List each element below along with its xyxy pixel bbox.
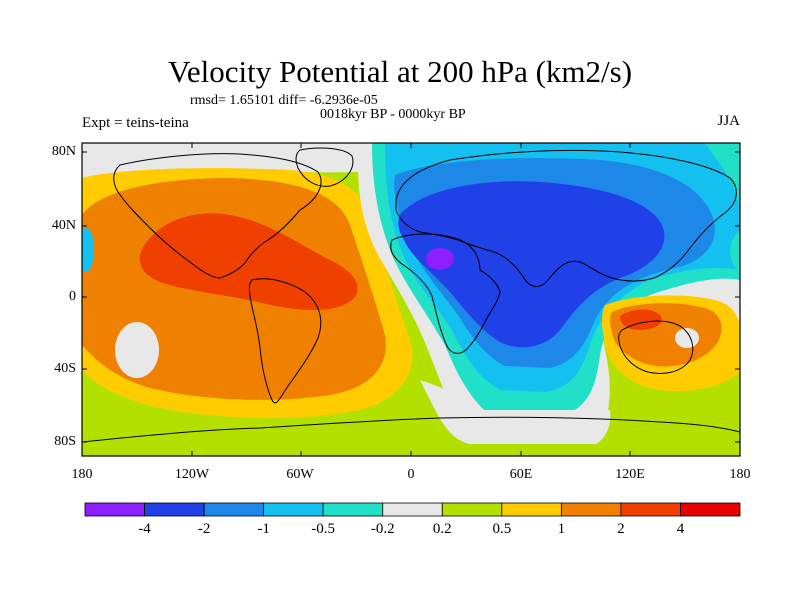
colorbar-label: -2 bbox=[197, 521, 211, 537]
lon-label-120w: 120W bbox=[174, 467, 210, 482]
colorbar-segment bbox=[441, 502, 503, 517]
colorbar-label: -1 bbox=[257, 521, 270, 537]
colorbar-segment bbox=[144, 502, 205, 517]
colorbar-label: -0.2 bbox=[370, 521, 395, 537]
plot-title: Velocity Potential at 200 hPa (km2/s) bbox=[167, 54, 633, 89]
fill-east-edge-pocket bbox=[730, 230, 740, 272]
lon-label-60w: 60W bbox=[286, 467, 314, 482]
lon-label-0: 0 bbox=[407, 467, 415, 482]
colorbar-label: 4 bbox=[676, 521, 685, 537]
period-label: 0018kyr BP - 0000kyr BP bbox=[320, 107, 466, 122]
coastline-australia bbox=[618, 320, 694, 374]
fill-north-polar-near-zero bbox=[82, 143, 400, 182]
lat-label-40s: 40S bbox=[54, 361, 76, 376]
coastline-eurasia bbox=[395, 149, 737, 287]
colorbar-label: 0.2 bbox=[432, 521, 452, 537]
lat-label-40n: 40N bbox=[51, 218, 76, 233]
fill-west-edge-pocket bbox=[82, 228, 94, 272]
season-label: JJA bbox=[717, 113, 740, 129]
colorbar-segment bbox=[560, 502, 622, 517]
lon-label-120e: 120E bbox=[615, 467, 645, 482]
axis-ticks bbox=[81, 143, 741, 456]
colorbar-label: -0.5 bbox=[311, 521, 336, 537]
lat-label-80s: 80S bbox=[54, 434, 76, 449]
lat-label-0: 0 bbox=[69, 289, 76, 304]
colorbar-label: 2 bbox=[617, 521, 625, 537]
fill-negative-east-4 bbox=[398, 181, 665, 348]
colorbar-segment bbox=[84, 502, 145, 517]
colorbar-segment bbox=[501, 502, 562, 517]
coastline-south-america bbox=[248, 278, 322, 404]
colorbar-segment bbox=[382, 502, 443, 517]
lat-label-80n: 80N bbox=[51, 144, 76, 159]
colorbar-segment bbox=[203, 502, 265, 517]
experiment-label: Expt = teins-teina bbox=[82, 115, 189, 131]
colorbar-label: 0.5 bbox=[492, 521, 512, 537]
fill-australia-pocket bbox=[675, 328, 699, 348]
lon-label-60e: 60E bbox=[509, 467, 533, 482]
colorbar-label: -4 bbox=[138, 521, 151, 537]
contour-fills bbox=[82, 143, 740, 456]
coastline-africa bbox=[390, 233, 501, 354]
colorbar-label: 1 bbox=[557, 521, 566, 537]
coastline-antarctica bbox=[81, 416, 741, 443]
fill-positive-australia-3 bbox=[620, 309, 662, 330]
coastlines bbox=[81, 147, 741, 443]
fill-south-pacific-pocket bbox=[115, 322, 159, 378]
fill-positive-americas-3 bbox=[139, 213, 358, 311]
coastline-greenland bbox=[295, 147, 354, 187]
lon-label-180w: 180 bbox=[71, 467, 93, 482]
colorbar-segment bbox=[322, 502, 384, 517]
coastline-north-america bbox=[113, 153, 322, 279]
lon-label-180e: 180 bbox=[729, 467, 751, 482]
colorbar-segment bbox=[620, 502, 681, 517]
colorbar bbox=[84, 502, 741, 517]
fill-antarctic-near-zero bbox=[420, 380, 611, 444]
colorbar-segment bbox=[680, 502, 741, 517]
colorbar-segment bbox=[263, 502, 324, 517]
fill-negative-core-purple bbox=[426, 248, 454, 270]
rmsd-stats: rmsd= 1.65101 diff= -6.2936e-05 bbox=[190, 93, 378, 108]
